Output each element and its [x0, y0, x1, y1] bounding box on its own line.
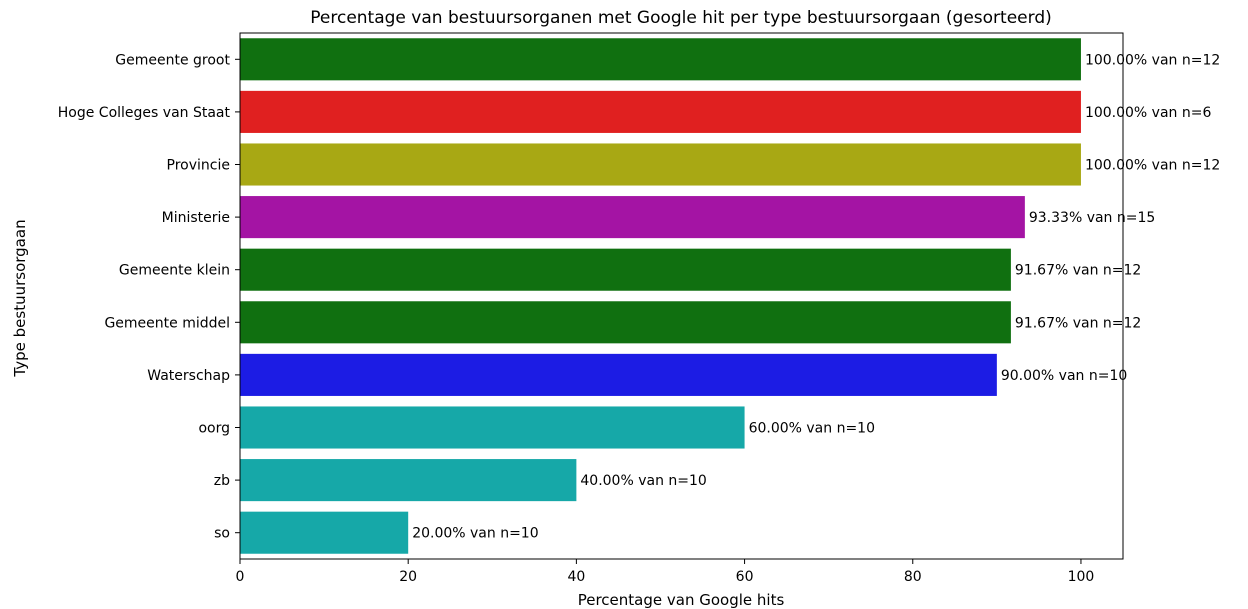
x-tick-label-4: 80	[904, 569, 922, 585]
x-tick-label-3: 60	[736, 569, 754, 585]
bar-value-label-6: 90.00% van n=10	[1001, 368, 1127, 384]
bar-1	[240, 90, 1081, 133]
bar-labels-layer: 100.00% van n=12 100.00% van n=6 100.00% v…	[412, 52, 1220, 541]
bar-value-label-8: 40.00% van n=10	[580, 473, 706, 489]
y-tick-label-5: Gemeente middel	[104, 315, 230, 331]
y-tick-label-7: oorg	[198, 421, 230, 437]
axes-layer: Gemeente groot Hoge Colleges van Staat Pro…	[58, 32, 1124, 585]
bar-value-label-4: 91.67% van n=12	[1015, 263, 1141, 279]
bar-value-label-5: 91.67% van n=12	[1015, 315, 1141, 331]
bar-0	[240, 38, 1081, 81]
bar-value-label-2: 100.00% van n=12	[1085, 158, 1220, 174]
bar-value-label-1: 100.00% van n=6	[1085, 105, 1212, 121]
bar-4	[240, 248, 1011, 291]
y-axis-label: Type bestuursorgaan	[11, 219, 29, 377]
x-tick-label-2: 40	[567, 569, 585, 585]
bar-value-label-0: 100.00% van n=12	[1085, 52, 1220, 68]
plot-frame	[239, 32, 1124, 560]
x-tick-label-5: 100	[1068, 569, 1095, 585]
y-tick-label-3: Ministerie	[162, 210, 230, 226]
bar-5	[240, 301, 1011, 344]
y-tick-label-0: Gemeente groot	[115, 52, 230, 68]
y-tick-label-8: zb	[214, 473, 230, 489]
y-tick-label-1: Hoge Colleges van Staat	[58, 105, 231, 121]
y-tick-label-6: Waterschap	[147, 368, 230, 384]
chart-title: Percentage van bestuursorganen met Googl…	[310, 8, 1052, 28]
y-tick-label-9: so	[214, 526, 230, 542]
y-tick-label-4: Gemeente klein	[119, 263, 230, 279]
x-axis-label: Percentage van Google hits	[578, 591, 785, 609]
bar-3	[240, 196, 1025, 239]
bar-8	[240, 459, 577, 502]
x-tick-label-1: 20	[399, 569, 417, 585]
bar-7	[240, 406, 745, 449]
bar-value-label-9: 20.00% van n=10	[412, 526, 538, 542]
bar-2	[240, 143, 1081, 186]
bar-9	[240, 511, 409, 554]
bar-value-label-3: 93.33% van n=15	[1029, 210, 1155, 226]
bar-value-label-7: 60.00% van n=10	[749, 421, 875, 437]
bar-6	[240, 353, 997, 396]
bars-layer	[240, 38, 1081, 554]
y-tick-label-2: Provincie	[167, 158, 230, 174]
x-tick-label-0: 0	[236, 569, 245, 585]
